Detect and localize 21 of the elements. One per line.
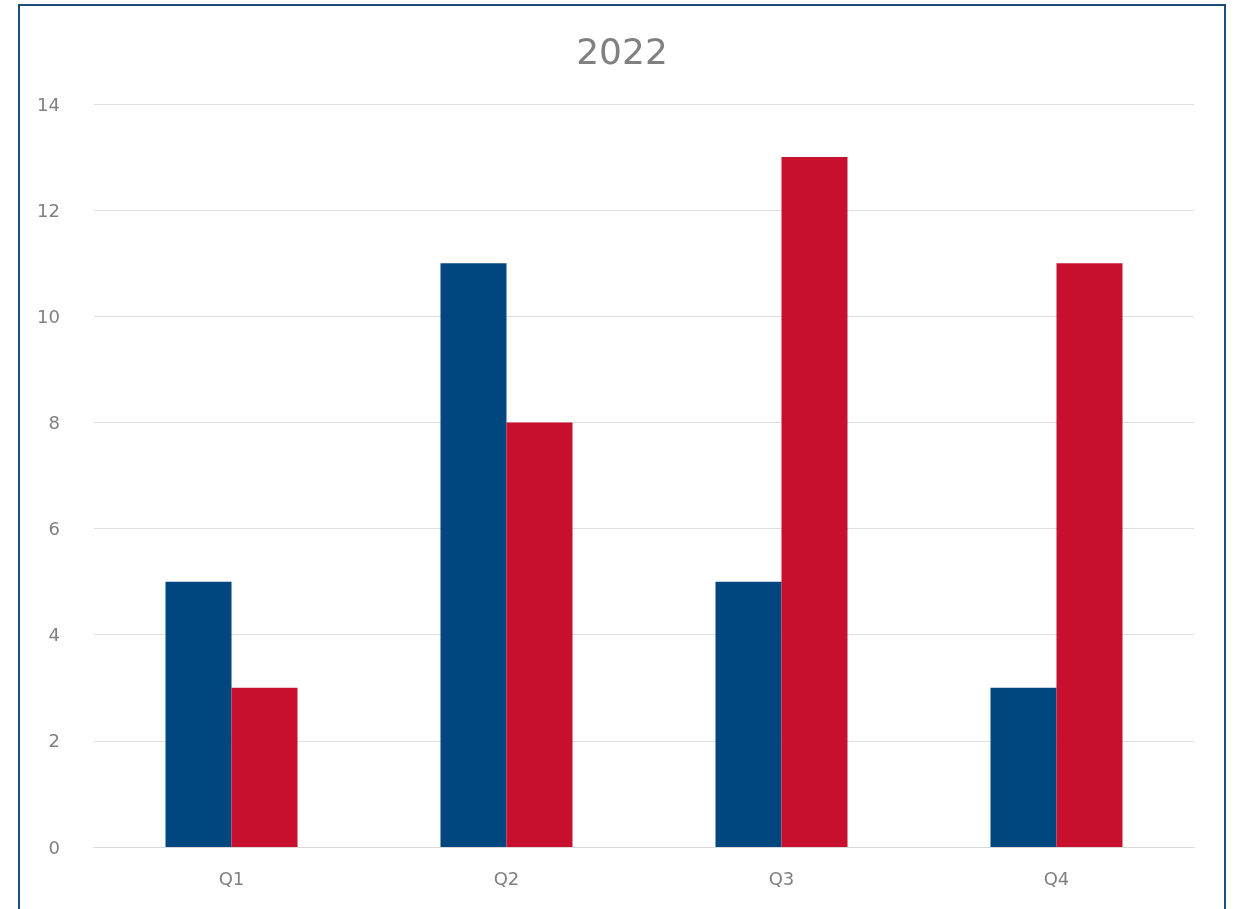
y-tick-label: 14 — [37, 93, 60, 115]
y-tick-label: 6 — [48, 518, 60, 540]
chart-title: 2022 — [576, 30, 668, 72]
bar — [440, 263, 507, 847]
y-tick-label: 8 — [48, 411, 60, 433]
bar — [781, 157, 848, 847]
x-tick-label: Q4 — [1043, 867, 1070, 889]
y-tick-label: 10 — [37, 305, 60, 327]
bar — [1056, 263, 1123, 847]
y-tick-label: 2 — [48, 730, 60, 752]
x-tick-label: Q1 — [218, 867, 245, 889]
bar — [715, 581, 782, 847]
bar — [165, 581, 232, 847]
x-tick-label: Q3 — [768, 867, 795, 889]
x-tick-label: Q2 — [493, 867, 520, 889]
y-tick-label: 0 — [48, 836, 60, 858]
bar — [506, 422, 573, 847]
y-tick-label: 12 — [37, 199, 60, 221]
bar — [231, 687, 298, 847]
y-tick-label: 4 — [48, 624, 60, 646]
bar — [990, 687, 1057, 847]
